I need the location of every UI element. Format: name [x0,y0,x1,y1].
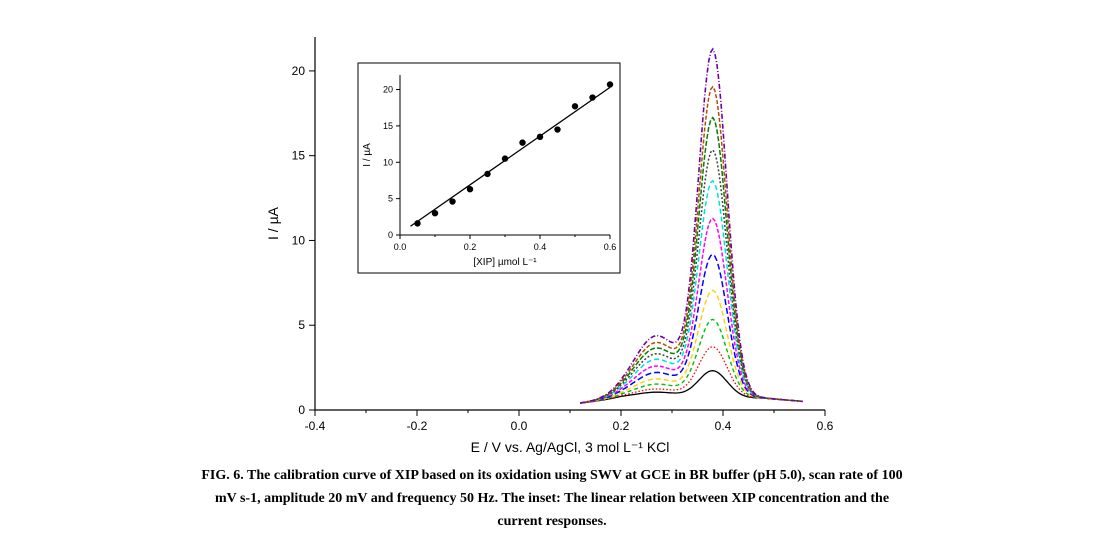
svg-text:0.0: 0.0 [394,242,407,252]
svg-text:20: 20 [383,85,393,95]
caption-line2: mV s-1, amplitude 20 mV and frequency 50… [215,491,889,506]
caption-line3: current responses. [497,514,606,529]
svg-text:-0.4: -0.4 [305,419,326,433]
figure-caption: FIG. 6. The calibration curve of XIP bas… [0,464,1104,533]
caption-line1: The calibration curve of XIP based on it… [247,468,903,483]
svg-text:0.0: 0.0 [511,419,528,433]
svg-text:0.2: 0.2 [613,419,630,433]
page: -0.4 -0.2 0.0 0.2 0.4 0.6 0 5 10 15 20 E / V vs. Ag… [0,0,1104,541]
svg-text:5: 5 [298,318,305,332]
svg-text:0.2: 0.2 [464,242,477,252]
svg-text:-0.2: -0.2 [407,419,428,433]
svg-text:0.4: 0.4 [534,242,547,252]
caption-label: FIG. 6. [201,468,243,483]
svg-text:0.6: 0.6 [817,419,834,433]
svg-text:[XIP] µmol L⁻¹: [XIP] µmol L⁻¹ [473,257,537,268]
svg-text:20: 20 [292,64,306,78]
svg-text:10: 10 [383,157,393,167]
svg-text:0.4: 0.4 [715,419,732,433]
svg-text:E / V vs. Ag/AgCl, 3 mol L⁻¹ K: E / V vs. Ag/AgCl, 3 mol L⁻¹ KCl [471,439,670,455]
svg-text:I / µA: I / µA [265,206,281,240]
chart-figure: -0.4 -0.2 0.0 0.2 0.4 0.6 0 5 10 15 20 E / V vs. Ag… [260,15,850,460]
svg-text:0.6: 0.6 [604,242,617,252]
chart-svg: -0.4 -0.2 0.0 0.2 0.4 0.6 0 5 10 15 20 E / V vs. Ag… [260,15,850,460]
svg-text:I / µA: I / µA [362,143,373,167]
svg-text:15: 15 [383,121,393,131]
svg-text:0: 0 [388,230,393,240]
svg-text:10: 10 [292,233,306,247]
svg-text:5: 5 [388,194,393,204]
svg-text:15: 15 [292,149,306,163]
svg-text:0: 0 [298,403,305,417]
